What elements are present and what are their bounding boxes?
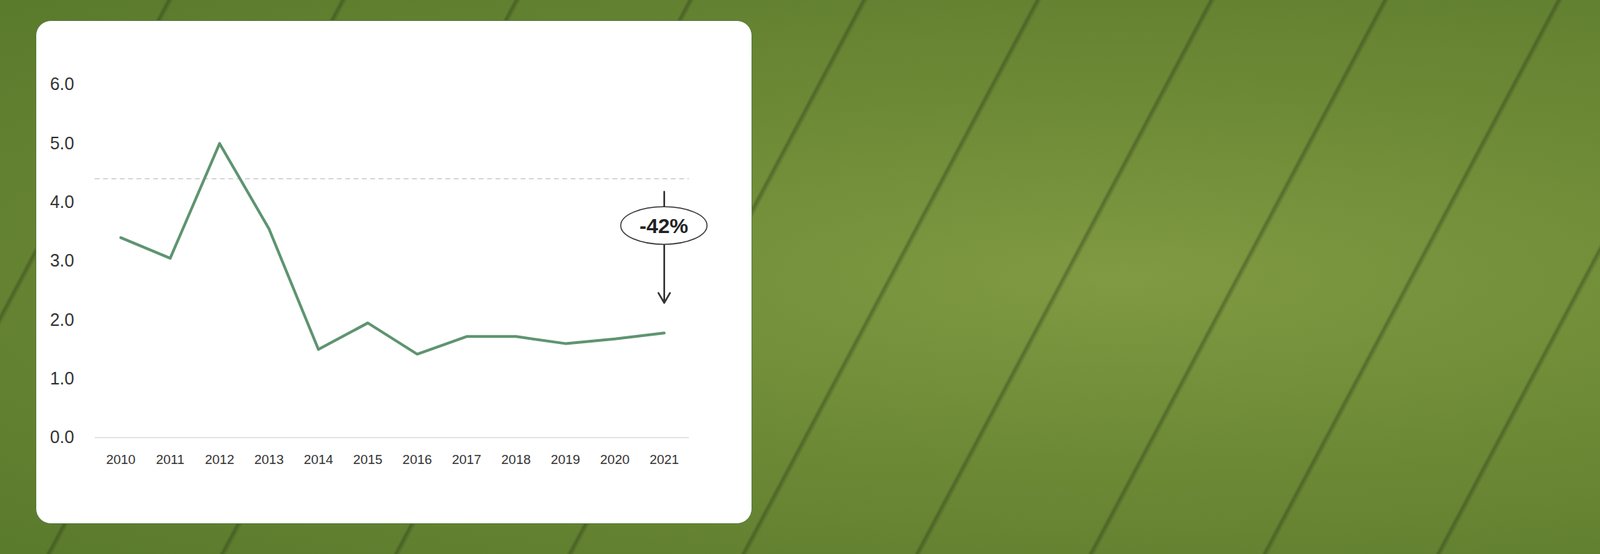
svg-text:2014: 2014 — [303, 451, 334, 467]
svg-text:2019: 2019 — [550, 451, 581, 467]
svg-text:6.0: 6.0 — [50, 73, 75, 94]
svg-text:2018: 2018 — [501, 451, 531, 467]
svg-text:3.0: 3.0 — [50, 250, 75, 270]
svg-text:2016: 2016 — [402, 451, 432, 467]
svg-text:0.0: 0.0 — [50, 426, 75, 447]
svg-text:2011: 2011 — [156, 451, 185, 467]
svg-text:-42%: -42% — [639, 214, 689, 238]
svg-text:2021: 2021 — [649, 451, 680, 467]
svg-text:2012: 2012 — [204, 451, 235, 467]
svg-text:2015: 2015 — [352, 451, 383, 467]
svg-text:2.0: 2.0 — [50, 309, 75, 330]
svg-text:2013: 2013 — [254, 451, 284, 467]
svg-text:5.0: 5.0 — [50, 133, 75, 153]
svg-text:2020: 2020 — [600, 451, 630, 467]
svg-text:4.0: 4.0 — [50, 191, 75, 212]
svg-text:1.0: 1.0 — [50, 368, 75, 388]
svg-text:2017: 2017 — [451, 451, 482, 467]
svg-text:2010: 2010 — [105, 451, 136, 467]
